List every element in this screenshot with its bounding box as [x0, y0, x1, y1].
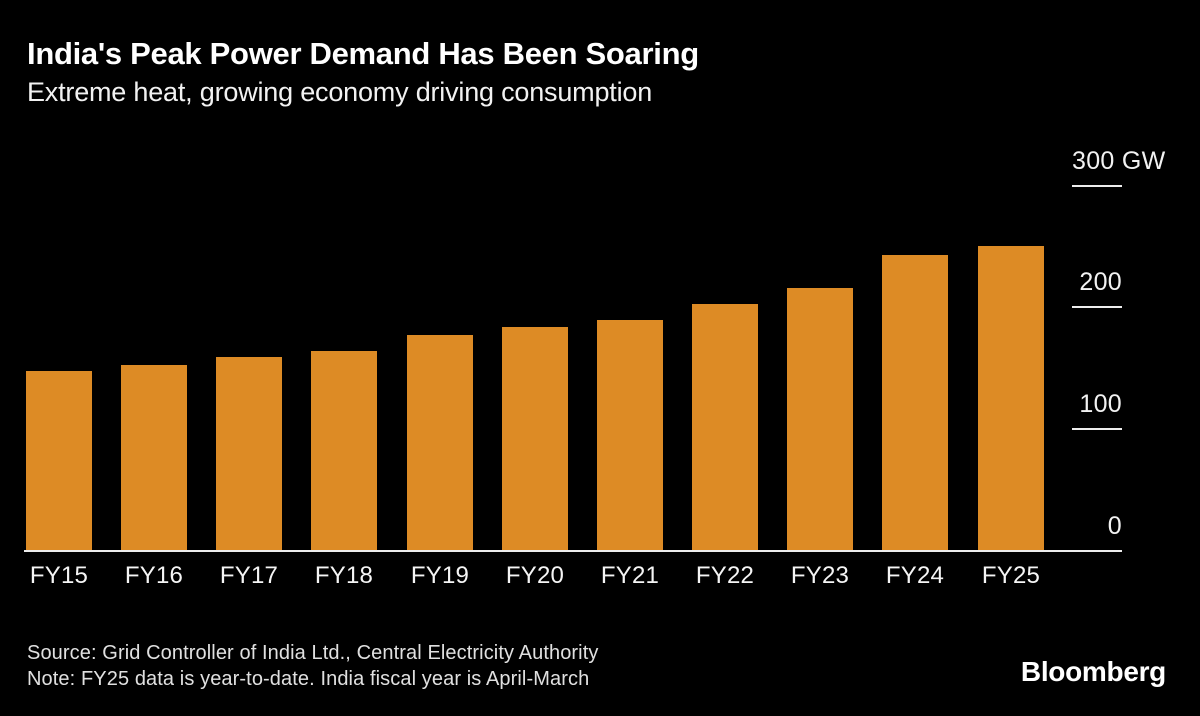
y-axis-label-100: 100 [1079, 390, 1122, 418]
y-axis-label-200: 200 [1079, 268, 1122, 296]
bar-fy21 [597, 320, 663, 551]
note-text: Note: FY25 data is year-to-date. India f… [27, 668, 590, 690]
bar-fy24 [882, 255, 948, 551]
x-axis-label-fy19: FY19 [410, 562, 470, 589]
x-axis-label-fy16: FY16 [124, 562, 184, 589]
bar-fy19 [407, 335, 473, 551]
y-axis-label-0: 0 [1107, 512, 1122, 540]
bar-fy25 [978, 246, 1044, 551]
x-axis-label-fy17: FY17 [219, 562, 279, 589]
x-axis-label-fy21: FY21 [600, 562, 660, 589]
chart-subtitle: Extreme heat, growing economy driving co… [27, 77, 653, 107]
bar-fy22 [692, 304, 758, 551]
x-axis-label-fy23: FY23 [790, 562, 850, 589]
bar-fy23 [787, 288, 853, 551]
x-axis-baseline [24, 550, 1122, 552]
x-axis-label-fy25: FY25 [981, 562, 1041, 589]
bloomberg-logo: Bloomberg [1020, 656, 1166, 687]
bar-fy15 [26, 371, 92, 551]
x-axis-label-fy15: FY15 [29, 562, 89, 589]
source-text: Source: Grid Controller of India Ltd., C… [27, 642, 599, 664]
x-axis-label-fy24: FY24 [885, 562, 945, 589]
y-axis-tick-200 [1072, 306, 1122, 308]
x-axis-label-fy22: FY22 [695, 562, 755, 589]
y-axis-label-300: 300 GW [1072, 147, 1166, 175]
source-note-block: Source: Grid Controller of India Ltd., C… [27, 640, 599, 692]
bar-fy18 [311, 351, 377, 551]
bar-fy16 [121, 365, 187, 551]
bar-fy17 [216, 357, 282, 551]
y-axis-tick-300 [1072, 185, 1122, 187]
chart-title: India's Peak Power Demand Has Been Soari… [27, 36, 699, 71]
y-axis-tick-100 [1072, 428, 1122, 430]
bar-fy20 [502, 327, 568, 551]
x-axis-label-fy20: FY20 [505, 562, 565, 589]
x-axis-label-fy18: FY18 [314, 562, 374, 589]
